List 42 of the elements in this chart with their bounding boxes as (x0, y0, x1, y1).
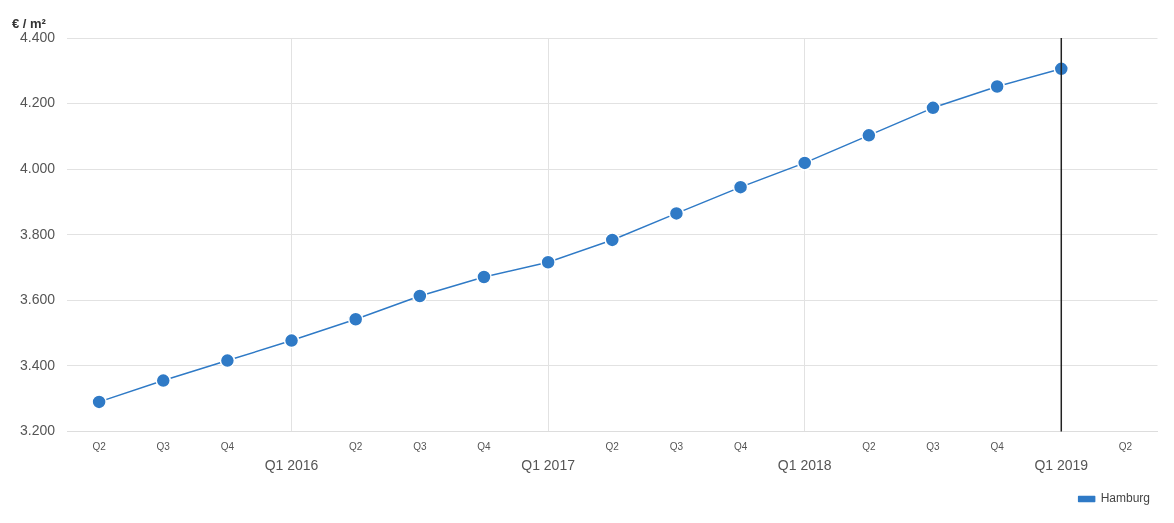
x-tick-label: Q2 (1118, 441, 1133, 453)
x-tick-label: Q2 (605, 441, 620, 453)
y-tick-label: 3.200 (19, 422, 56, 439)
x-tick-label: Q4 (990, 441, 1005, 453)
x-tick-label: Q3 (156, 441, 171, 453)
point (91, 394, 107, 410)
point (796, 155, 813, 171)
y-tick-label: 3.800 (19, 225, 56, 242)
x-tick-label: Q4 (220, 441, 235, 453)
point (155, 372, 171, 389)
point (604, 232, 621, 248)
x-tick-label: Q4 (733, 441, 748, 453)
point (989, 78, 1005, 95)
x-tick-label: Q2 (349, 441, 363, 453)
x-tick-label: Q4 (477, 441, 492, 453)
point (219, 352, 236, 369)
point (283, 332, 300, 349)
point (347, 311, 364, 328)
point (412, 288, 428, 304)
x-tick-label: Q1 2017 (521, 457, 576, 474)
point (925, 100, 941, 116)
x-tick-label: Q1 2019 (1034, 457, 1089, 474)
y-tick-label: 3.600 (19, 291, 56, 308)
y-tick-label: 4.000 (19, 159, 56, 176)
x-tick-label: Q2 (92, 441, 107, 453)
x-tick-label: Q2 (862, 441, 876, 453)
legend-label: Hamburg (1100, 491, 1151, 506)
x-tick-label: Q1 2018 (777, 457, 832, 474)
point (476, 269, 492, 285)
x-tick-label: Q3 (926, 441, 941, 453)
x-tick-label: Q3 (413, 441, 427, 453)
point (1053, 61, 1070, 77)
point (540, 254, 556, 270)
y-tick-label: 3.400 (19, 356, 56, 373)
point (861, 127, 877, 144)
y-tick-label: 4.400 (19, 28, 56, 45)
y-axis-title: € / m² (12, 16, 47, 31)
x-tick-label: Q3 (669, 441, 684, 453)
point (668, 205, 685, 222)
point (732, 179, 749, 195)
x-tick-label: Q1 2016 (264, 457, 319, 474)
y-tick-label: 4.200 (19, 94, 56, 111)
